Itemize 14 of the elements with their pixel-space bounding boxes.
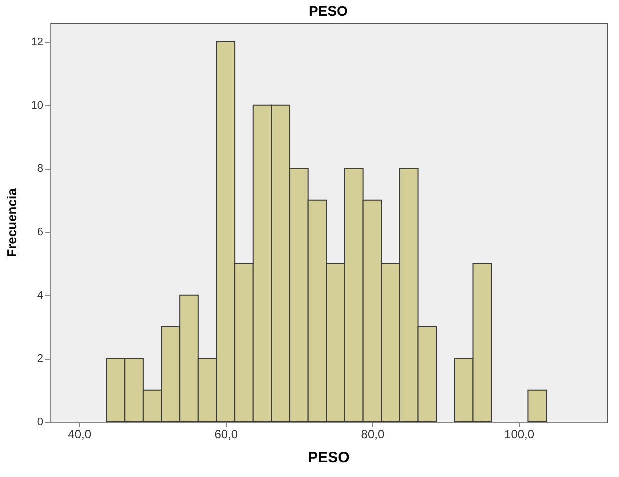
y-tick-label: 0: [37, 416, 44, 428]
y-tick-label: 12: [31, 36, 44, 48]
y-tick-label: 2: [37, 353, 44, 366]
x-axis-title: PESO: [308, 450, 350, 466]
y-tick-label: 4: [37, 290, 44, 302]
x-tick-label: 40,0: [68, 428, 92, 442]
x-tick-label: 60,0: [214, 428, 238, 442]
x-tick-label: 100,0: [504, 428, 535, 442]
chart-title: PESO: [309, 3, 348, 19]
x-tick-label: 80,0: [361, 428, 385, 442]
y-axis-title: Frecuencia: [4, 188, 20, 258]
y-tick-label: 8: [37, 163, 44, 176]
y-tick-label: 10: [31, 100, 44, 112]
y-tick-label: 6: [37, 226, 44, 238]
